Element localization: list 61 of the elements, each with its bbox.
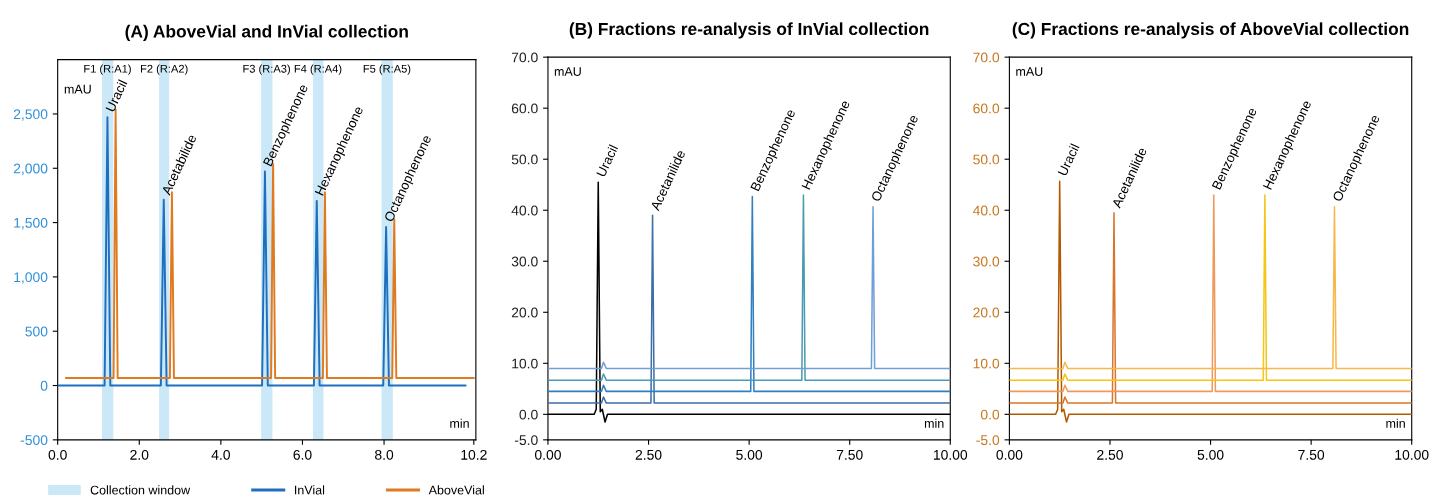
x-tick-label: 2.50: [635, 449, 662, 460]
x-tick-label: 2.0: [130, 449, 149, 460]
y-axis-title: mAU: [64, 84, 91, 94]
y-tick-label: 1,500: [14, 217, 48, 230]
x-tick-label: 8.0: [375, 449, 394, 460]
y-axis-title: mAU: [554, 67, 581, 76]
y-tick-label: 0.0: [519, 409, 538, 420]
annotation: F3 (R:A3): [243, 64, 290, 75]
annotation: Uracil: [105, 79, 128, 113]
y-tick-label: -5.0: [976, 435, 1000, 446]
annotation: F4 (R:A4): [294, 64, 342, 75]
x-tick-label: 10.2: [461, 449, 487, 460]
y-tick-label: 40.0: [511, 205, 538, 216]
y-tick-label: 60.0: [973, 103, 1000, 114]
x-axis-title: min: [924, 418, 944, 428]
legend-label: InVial: [295, 485, 325, 495]
x-tick-label: 7.50: [836, 449, 863, 460]
y-tick-label: 500: [25, 326, 48, 337]
y-tick-label: 2,000: [13, 163, 48, 176]
y-axis-title: mAU: [1016, 67, 1043, 76]
y-tick-label: 0.0: [980, 409, 1000, 420]
y-tick-label: 0: [40, 380, 48, 391]
chart-title: (A) AboveVial and InVial collection: [125, 24, 408, 42]
y-tick-label: 40.0: [972, 205, 1000, 216]
y-tick-label: 20.0: [511, 307, 538, 318]
x-axis-title: min: [450, 418, 469, 428]
x-tick-label: 0.00: [996, 449, 1023, 460]
x-tick-label: 5.00: [1197, 449, 1224, 460]
y-tick-label: 30.0: [511, 256, 538, 267]
y-tick-label: 20.0: [973, 307, 1000, 318]
y-tick-label: 50.0: [973, 154, 1000, 165]
x-tick-label: 7.50: [1298, 449, 1325, 460]
y-tick-label: 10.0: [973, 358, 1000, 369]
y-tick-label: 70.0: [973, 52, 1000, 63]
y-tick-label: 50.0: [511, 154, 538, 165]
y-tick-label: 60.0: [511, 103, 538, 114]
annotation: F1 (R:A1): [84, 64, 131, 75]
x-tick-label: 4.0: [211, 449, 230, 460]
y-tick-label: -5.0: [514, 435, 538, 446]
y-tick-label: 70.0: [511, 52, 538, 63]
y-tick-label: 2,500: [13, 109, 48, 121]
y-tick-label: -500: [20, 435, 48, 446]
legend-label: AboveVial: [428, 485, 484, 495]
y-tick-label: 30.0: [973, 256, 1000, 267]
x-tick-label: 10.00: [933, 449, 968, 460]
annotation: Uracil: [595, 144, 619, 178]
annotation: F2 (R:A2): [141, 64, 188, 75]
annotation: Uracil: [1057, 143, 1080, 177]
annotation: F5 (R:A5): [363, 64, 411, 75]
legend-label: Collection window: [90, 485, 191, 495]
y-tick-label: 1,000: [14, 272, 48, 284]
y-tick-label: 10.0: [512, 358, 538, 369]
x-tick-label: 0.00: [534, 449, 561, 460]
x-tick-label: 5.00: [736, 449, 763, 460]
x-tick-label: 2.50: [1097, 449, 1123, 460]
x-axis-title: min: [1386, 418, 1405, 428]
chart-title: (B) Fractions re-analysis of InVial collection: [569, 22, 929, 39]
x-tick-label: 6.0: [293, 449, 312, 460]
x-tick-label: 10.00: [1395, 449, 1429, 460]
x-tick-label: 0.0: [48, 449, 67, 460]
chart-title: (C) Fractions re-analysis of AboveVial collection: [1012, 22, 1409, 39]
